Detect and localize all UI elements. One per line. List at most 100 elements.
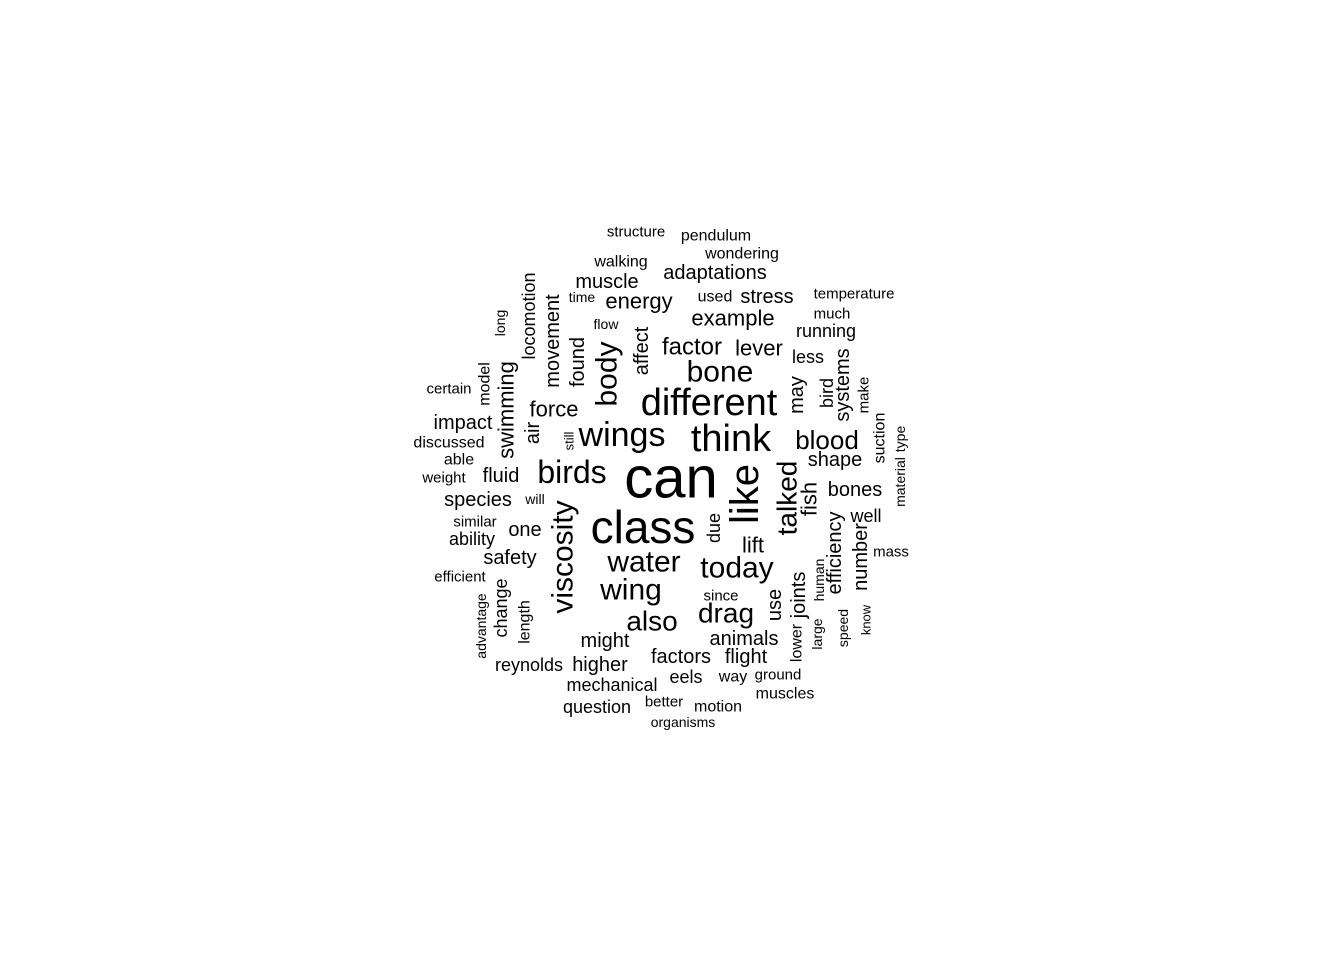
word-stress: stress xyxy=(740,286,793,308)
word-found: found xyxy=(567,337,589,387)
word-can: can xyxy=(624,446,718,511)
word-higher: higher xyxy=(572,654,628,676)
word-less: less xyxy=(792,347,824,367)
word-flow: flow xyxy=(594,316,620,332)
word-structure: structure xyxy=(607,224,665,241)
word-energy: energy xyxy=(605,289,672,314)
word-fluid: fluid xyxy=(483,465,520,487)
word-shape: shape xyxy=(808,449,863,471)
word-birds: birds xyxy=(537,454,606,490)
word-wondering: wondering xyxy=(704,246,779,263)
word-efficient: efficient xyxy=(434,569,486,586)
word-air: air xyxy=(522,422,544,445)
word-discussed: discussed xyxy=(413,435,484,452)
word-impact: impact xyxy=(434,412,493,434)
word-viscosity: viscosity xyxy=(547,500,580,613)
word-suction: suction xyxy=(872,413,889,464)
word-species: species xyxy=(444,489,512,511)
word-drag: drag xyxy=(698,598,754,629)
word-fish: fish xyxy=(797,482,822,516)
word-factors: factors xyxy=(651,646,711,668)
word-today: today xyxy=(700,552,773,585)
word-number: number xyxy=(850,523,872,591)
word-temperature: temperature xyxy=(814,286,895,303)
word-eels: eels xyxy=(669,667,702,687)
word-motion: motion xyxy=(694,699,742,716)
word-reynolds: reynolds xyxy=(495,655,563,675)
word-locomotion: locomotion xyxy=(519,272,539,359)
word-also: also xyxy=(626,606,677,637)
word-advantage: advantage xyxy=(473,593,489,659)
word-may: may xyxy=(786,376,808,414)
word-affect: affect xyxy=(631,326,653,375)
word-walking: walking xyxy=(593,254,647,271)
word-blood: blood xyxy=(795,425,859,455)
word-movement: movement xyxy=(542,294,564,388)
word-certain: certain xyxy=(426,381,471,398)
word-adaptations: adaptations xyxy=(663,262,766,284)
word-bone: bone xyxy=(687,356,754,389)
word-like: like xyxy=(723,464,767,524)
word-wing: wing xyxy=(599,574,662,607)
word-might: might xyxy=(581,630,630,652)
word-still: still xyxy=(562,432,577,451)
word-force: force xyxy=(530,397,579,422)
word-used: used xyxy=(698,289,733,306)
word-ability: ability xyxy=(449,529,495,549)
word-class: class xyxy=(591,501,696,553)
word-much: much xyxy=(814,306,851,323)
word-time: time xyxy=(569,289,596,305)
word-muscle: muscle xyxy=(575,271,638,293)
word-pendulum: pendulum xyxy=(681,228,751,245)
word-able: able xyxy=(444,452,474,469)
word-mechanical: mechanical xyxy=(566,675,657,695)
word-one: one xyxy=(508,519,541,541)
word-lift: lift xyxy=(742,533,764,558)
word-lever: lever xyxy=(735,336,783,361)
word-human: human xyxy=(811,559,827,602)
word-joints: joints xyxy=(788,572,810,620)
word-model: model xyxy=(477,362,494,406)
word-large: large xyxy=(809,618,825,649)
word-systems: systems xyxy=(832,348,854,421)
word-animals: animals xyxy=(710,628,779,650)
word-type: type xyxy=(892,426,908,453)
word-way: way xyxy=(718,669,747,686)
word-ground: ground xyxy=(755,667,802,684)
word-talked: talked xyxy=(772,461,803,536)
word-better: better xyxy=(645,694,683,711)
word-lower: lower xyxy=(789,623,806,662)
word-muscles: muscles xyxy=(756,686,815,703)
word-change: change xyxy=(491,578,511,637)
word-example: example xyxy=(691,306,774,331)
word-well: well xyxy=(849,506,881,526)
word-length: length xyxy=(517,600,534,644)
word-will: will xyxy=(524,491,544,507)
word-wings: wings xyxy=(578,416,666,454)
word-mass: mass xyxy=(873,544,909,561)
word-speed: speed xyxy=(835,609,851,647)
word-factor: factor xyxy=(662,334,722,361)
word-since: since xyxy=(703,588,738,605)
word-flight: flight xyxy=(725,646,768,668)
word-running: running xyxy=(796,321,856,341)
word-bones: bones xyxy=(828,479,883,501)
word-think: think xyxy=(691,418,772,460)
word-know: know xyxy=(859,604,874,635)
word-swimming: swimming xyxy=(494,361,519,459)
word-long: long xyxy=(492,310,508,336)
word-safety: safety xyxy=(483,547,536,569)
word-efficiency: efficiency xyxy=(824,511,846,594)
word-water: water xyxy=(606,546,680,579)
word-similar: similar xyxy=(453,514,496,531)
word-bird: bird xyxy=(817,378,837,408)
word-use: use xyxy=(764,589,786,621)
word-body: body xyxy=(591,341,624,406)
word-different: different xyxy=(641,382,778,424)
word-make: make xyxy=(856,377,873,414)
word-due: due xyxy=(704,513,724,543)
word-question: question xyxy=(563,697,631,717)
word-organisms: organisms xyxy=(651,714,716,730)
word-weight: weight xyxy=(421,470,466,487)
